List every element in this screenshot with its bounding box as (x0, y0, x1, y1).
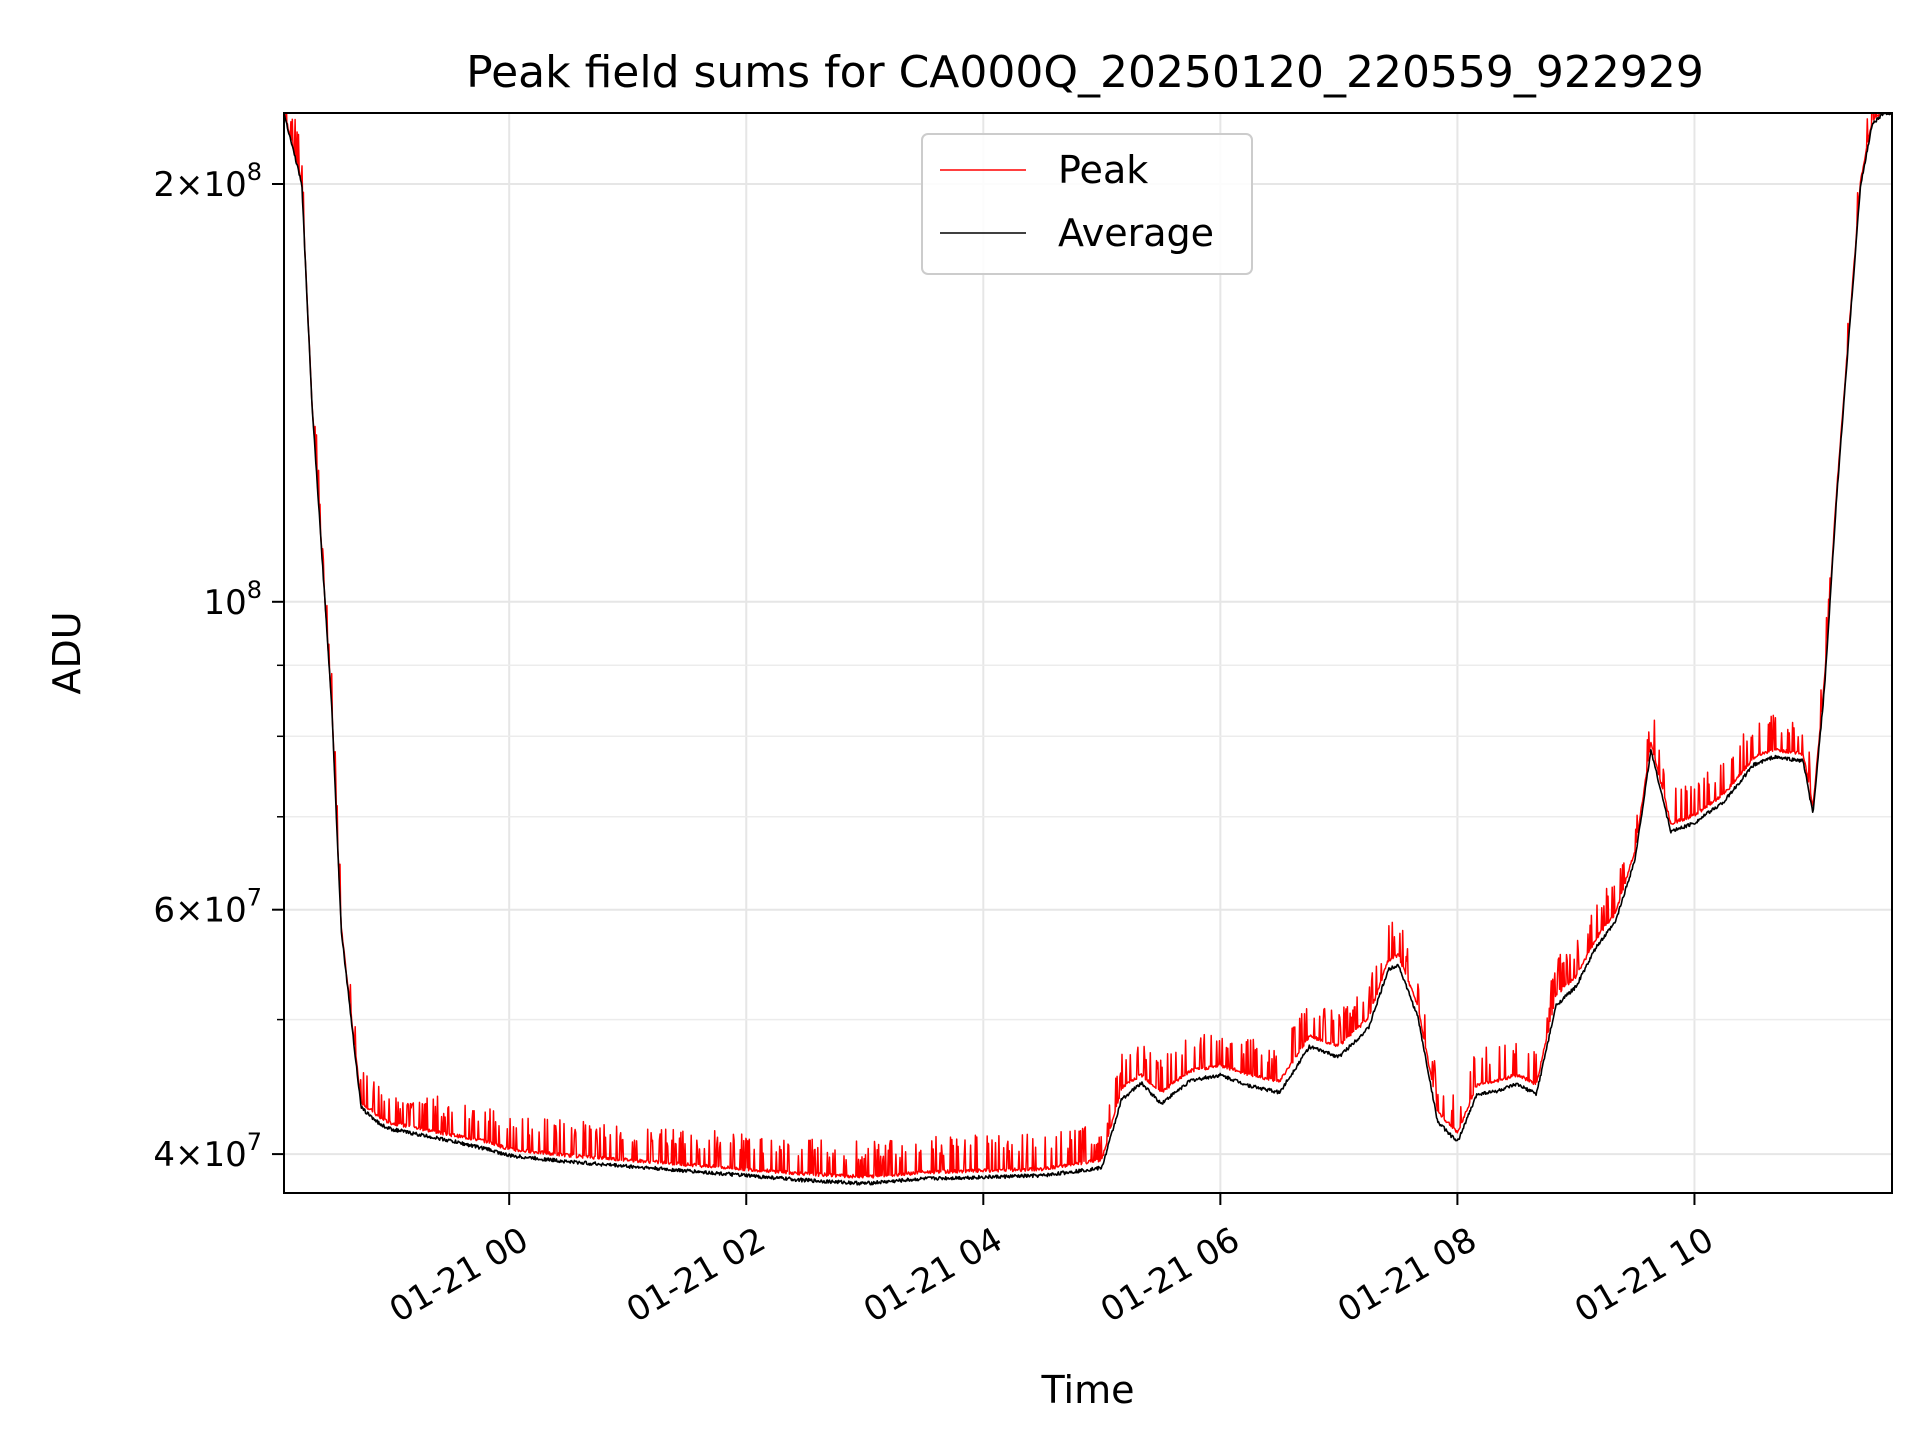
plot-frame (283, 112, 1893, 1194)
y-tick-label: 2×108 (153, 158, 262, 205)
y-axis-label: ADU (45, 611, 89, 694)
legend-label-average: Average (1058, 211, 1214, 255)
legend: Peak Average (921, 133, 1253, 275)
legend-label-peak: Peak (1058, 148, 1148, 192)
y-tick-label: 108 (203, 576, 262, 623)
grid (284, 113, 1892, 1193)
x-axis-label: Time (1041, 1368, 1135, 1412)
series-line-average (284, 113, 1892, 1186)
series-layer (284, 113, 1892, 1186)
y-tick-label: 6×107 (153, 884, 262, 931)
chart-title: Peak field sums for CA000Q_20250120_2205… (466, 47, 1704, 98)
y-tick-label: 4×107 (153, 1128, 262, 1175)
y-axis: 2×108 108 6×107 4×107 (153, 158, 284, 1175)
series-line-peak (284, 113, 1888, 1179)
legend-box (921, 133, 1253, 275)
